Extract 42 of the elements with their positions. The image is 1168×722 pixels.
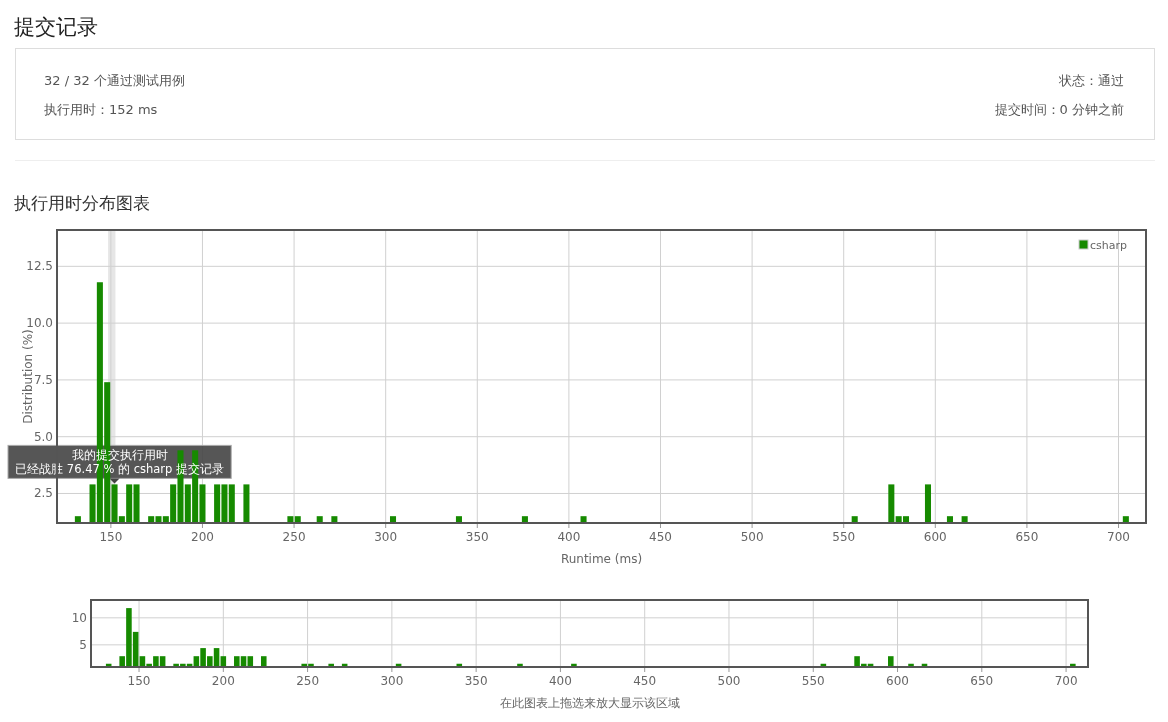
x-tick-label: 200: [191, 530, 214, 544]
x-tick-label: 400: [548, 674, 572, 688]
y-tick-label: 12.5: [26, 259, 53, 274]
y-tick-label: 10.0: [26, 316, 53, 331]
text: 执行用时：152 ms: [44, 102, 158, 117]
text: 32 / 32 个通过测试用例: [44, 73, 185, 88]
x-tick-label: 500: [740, 530, 764, 544]
x-tick-label: 450: [633, 674, 657, 688]
x-tick-label: 250: [282, 530, 306, 544]
x-tick-label: 600: [923, 530, 947, 544]
x-tick-label: 300: [380, 674, 404, 688]
x-tick-label: 150: [99, 530, 123, 544]
y-tick-label: 5.0: [33, 429, 53, 444]
y-axis-title: Distribution (%): [21, 329, 35, 424]
x-tick-label: 350: [465, 530, 489, 544]
y-tick-label: 7.5: [33, 372, 53, 387]
x-tick-label: 200: [211, 674, 235, 688]
x-tick-label: 150: [127, 674, 151, 688]
x-tick-label: 700: [1107, 530, 1130, 544]
text: 状态：通过: [1058, 73, 1124, 88]
legend-label: csharp: [1090, 239, 1128, 252]
x-axis-title: 在此图表上拖选来放大显示该区域: [499, 696, 680, 710]
x-tick-label: 300: [374, 530, 398, 544]
y-tick-label: 10: [71, 610, 87, 625]
text: 提交时间：0 分钟之前: [994, 102, 1124, 117]
x-tick-label: 650: [1015, 530, 1039, 544]
x-tick-label: 400: [557, 530, 581, 544]
x-tick-label: 700: [1054, 674, 1078, 688]
x-tick-label: 500: [717, 674, 741, 688]
x-axis-title: Runtime (ms): [560, 552, 643, 566]
x-tick-label: 650: [970, 674, 994, 688]
x-tick-label: 550: [801, 674, 825, 688]
chart-title: 执行用时分布图表: [14, 193, 150, 213]
x-tick-label: 350: [464, 674, 488, 688]
x-tick-label: 450: [649, 530, 672, 544]
x-tick-label: 550: [832, 530, 856, 544]
x-tick-label: 600: [886, 674, 909, 688]
text: 提交记录: [14, 15, 98, 39]
y-tick-label: 2.5: [33, 486, 53, 501]
y-tick-label: 5: [79, 637, 87, 652]
x-tick-label: 250: [296, 674, 320, 688]
annotation: 我的提交执行用时: [71, 448, 168, 463]
